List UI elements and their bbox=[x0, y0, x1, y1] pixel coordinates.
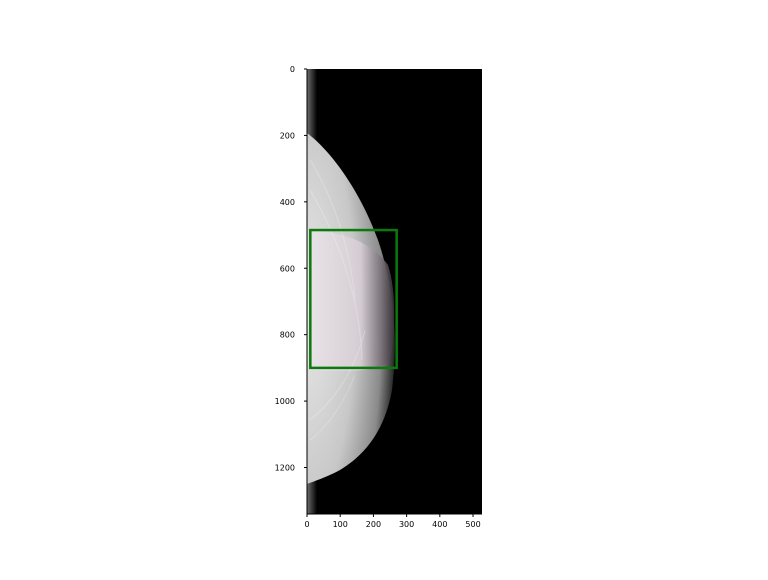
y-tick-label: 400 bbox=[280, 198, 295, 207]
y-tick-label: 1000 bbox=[275, 397, 295, 406]
y-tick-label: 200 bbox=[280, 131, 295, 140]
x-tick-label: 100 bbox=[333, 520, 348, 529]
y-tick-label: 800 bbox=[280, 331, 295, 340]
x-tick-label: 500 bbox=[465, 520, 480, 529]
x-tick-label: 400 bbox=[432, 520, 447, 529]
mammogram-image bbox=[307, 69, 482, 514]
x-tick-label: 0 bbox=[304, 520, 309, 529]
tissue-texture bbox=[309, 159, 366, 441]
x-axis-ticks: 0 100 200 300 400 500 bbox=[304, 514, 481, 529]
roi-bounding-box bbox=[309, 228, 398, 370]
dense-tissue bbox=[310, 230, 395, 371]
x-tick-label: 200 bbox=[366, 520, 381, 529]
y-tick-label: 0 bbox=[290, 65, 295, 74]
x-tick-label: 300 bbox=[399, 520, 414, 529]
y-tick-label: 600 bbox=[280, 264, 295, 273]
y-axis-ticks: 0 200 400 600 800 1000 1200 bbox=[275, 65, 307, 473]
y-tick-label: 1200 bbox=[275, 464, 295, 473]
